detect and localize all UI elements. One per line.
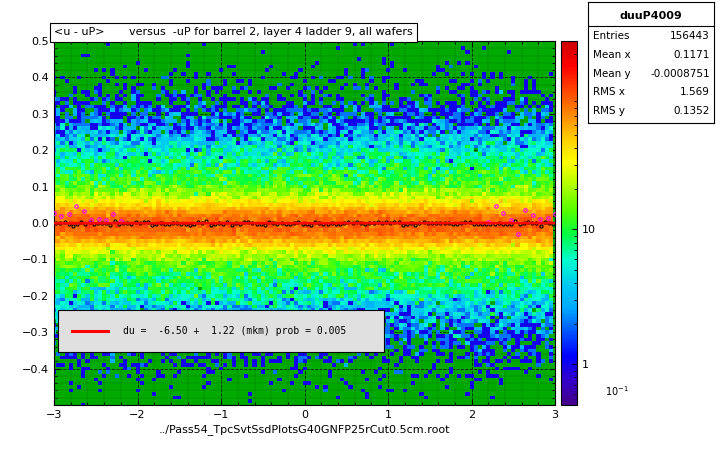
X-axis label: ../Pass54_TpcSvtSsdPlotsG40GNFP25rCut0.5cm.root: ../Pass54_TpcSvtSsdPlotsG40GNFP25rCut0.5…: [159, 424, 451, 435]
Text: $10^{-1}$: $10^{-1}$: [606, 384, 629, 398]
Text: 156443: 156443: [671, 31, 710, 41]
Text: -0.0008751: -0.0008751: [650, 69, 710, 79]
Text: Entries: Entries: [593, 31, 629, 41]
Text: RMS y: RMS y: [593, 106, 624, 116]
Text: 1.569: 1.569: [680, 87, 710, 97]
Text: Mean x: Mean x: [593, 50, 630, 60]
Text: duuP4009: duuP4009: [619, 11, 682, 21]
Text: du =  -6.50 +  1.22 (mkm) prob = 0.005: du = -6.50 + 1.22 (mkm) prob = 0.005: [123, 326, 346, 336]
Text: <u - uP>       versus  -uP for barrel 2, layer 4 ladder 9, all wafers: <u - uP> versus -uP for barrel 2, layer …: [54, 27, 413, 37]
Text: RMS x: RMS x: [593, 87, 624, 97]
Bar: [58, 310, 384, 352]
Text: 0.1171: 0.1171: [673, 50, 710, 60]
Text: 0.1352: 0.1352: [673, 106, 710, 116]
Text: Mean y: Mean y: [593, 69, 630, 79]
